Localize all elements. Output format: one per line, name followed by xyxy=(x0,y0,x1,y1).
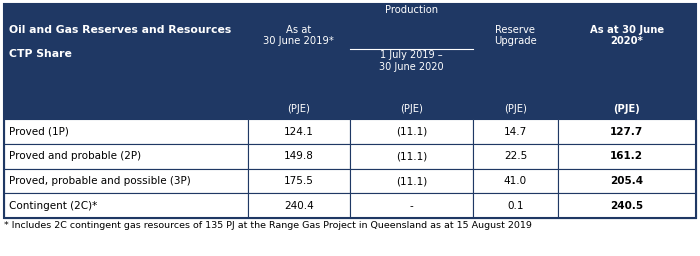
Text: As at 30 June
2020*: As at 30 June 2020* xyxy=(589,25,664,46)
Text: Contingent (2C)*: Contingent (2C)* xyxy=(9,201,97,211)
Text: Reserve
Upgrade: Reserve Upgrade xyxy=(494,25,537,46)
Bar xyxy=(248,98,350,119)
Bar xyxy=(558,119,696,144)
Text: Proved and probable (2P): Proved and probable (2P) xyxy=(9,151,141,161)
Bar xyxy=(558,98,696,119)
Text: 240.4: 240.4 xyxy=(284,201,314,211)
Bar xyxy=(350,98,473,119)
Text: As at
30 June 2019*: As at 30 June 2019* xyxy=(263,25,334,46)
Bar xyxy=(4,4,248,98)
Text: 205.4: 205.4 xyxy=(610,176,643,186)
Text: Proved (1P): Proved (1P) xyxy=(9,127,69,137)
Bar xyxy=(350,193,473,218)
Bar xyxy=(4,193,248,218)
Bar xyxy=(473,98,558,119)
Bar xyxy=(558,193,696,218)
Bar xyxy=(350,144,473,169)
Text: Oil and Gas Reserves and Resources: Oil and Gas Reserves and Resources xyxy=(9,25,231,35)
Bar xyxy=(4,119,248,144)
Text: 0.1: 0.1 xyxy=(507,201,524,211)
Bar xyxy=(473,119,558,144)
Bar xyxy=(350,169,473,193)
Text: (11.1): (11.1) xyxy=(396,127,427,137)
Bar xyxy=(473,193,558,218)
Bar xyxy=(248,144,350,169)
Text: Production: Production xyxy=(385,5,438,15)
Bar xyxy=(4,144,248,169)
Text: 127.7: 127.7 xyxy=(610,127,643,137)
Text: (PJE): (PJE) xyxy=(613,103,641,113)
Text: 149.8: 149.8 xyxy=(284,151,314,161)
Text: * Includes 2C contingent gas resources of 135 PJ at the Range Gas Project in Que: * Includes 2C contingent gas resources o… xyxy=(4,221,532,230)
Bar xyxy=(558,4,696,98)
Text: 161.2: 161.2 xyxy=(610,151,643,161)
Text: -: - xyxy=(410,201,414,211)
Text: (11.1): (11.1) xyxy=(396,151,427,161)
Bar xyxy=(248,119,350,144)
Bar xyxy=(473,4,558,98)
Bar xyxy=(350,119,473,144)
Text: 240.5: 240.5 xyxy=(610,201,643,211)
Bar xyxy=(350,4,473,98)
Bar xyxy=(4,98,248,119)
Text: (PJE): (PJE) xyxy=(288,103,310,113)
Text: CTP Share: CTP Share xyxy=(9,49,72,59)
Bar xyxy=(473,169,558,193)
Text: (PJE): (PJE) xyxy=(504,103,527,113)
Bar xyxy=(558,169,696,193)
Text: 1 July 2019 –
30 June 2020: 1 July 2019 – 30 June 2020 xyxy=(379,50,444,72)
Bar xyxy=(4,4,696,218)
Bar xyxy=(558,144,696,169)
Text: 124.1: 124.1 xyxy=(284,127,314,137)
Bar xyxy=(248,193,350,218)
Bar xyxy=(248,4,350,98)
Bar xyxy=(248,169,350,193)
Text: (11.1): (11.1) xyxy=(396,176,427,186)
Bar xyxy=(473,144,558,169)
Text: 41.0: 41.0 xyxy=(504,176,527,186)
Text: 14.7: 14.7 xyxy=(504,127,527,137)
Text: (PJE): (PJE) xyxy=(400,103,423,113)
Bar xyxy=(4,169,248,193)
Text: 175.5: 175.5 xyxy=(284,176,314,186)
Text: 22.5: 22.5 xyxy=(504,151,527,161)
Text: Proved, probable and possible (3P): Proved, probable and possible (3P) xyxy=(9,176,190,186)
